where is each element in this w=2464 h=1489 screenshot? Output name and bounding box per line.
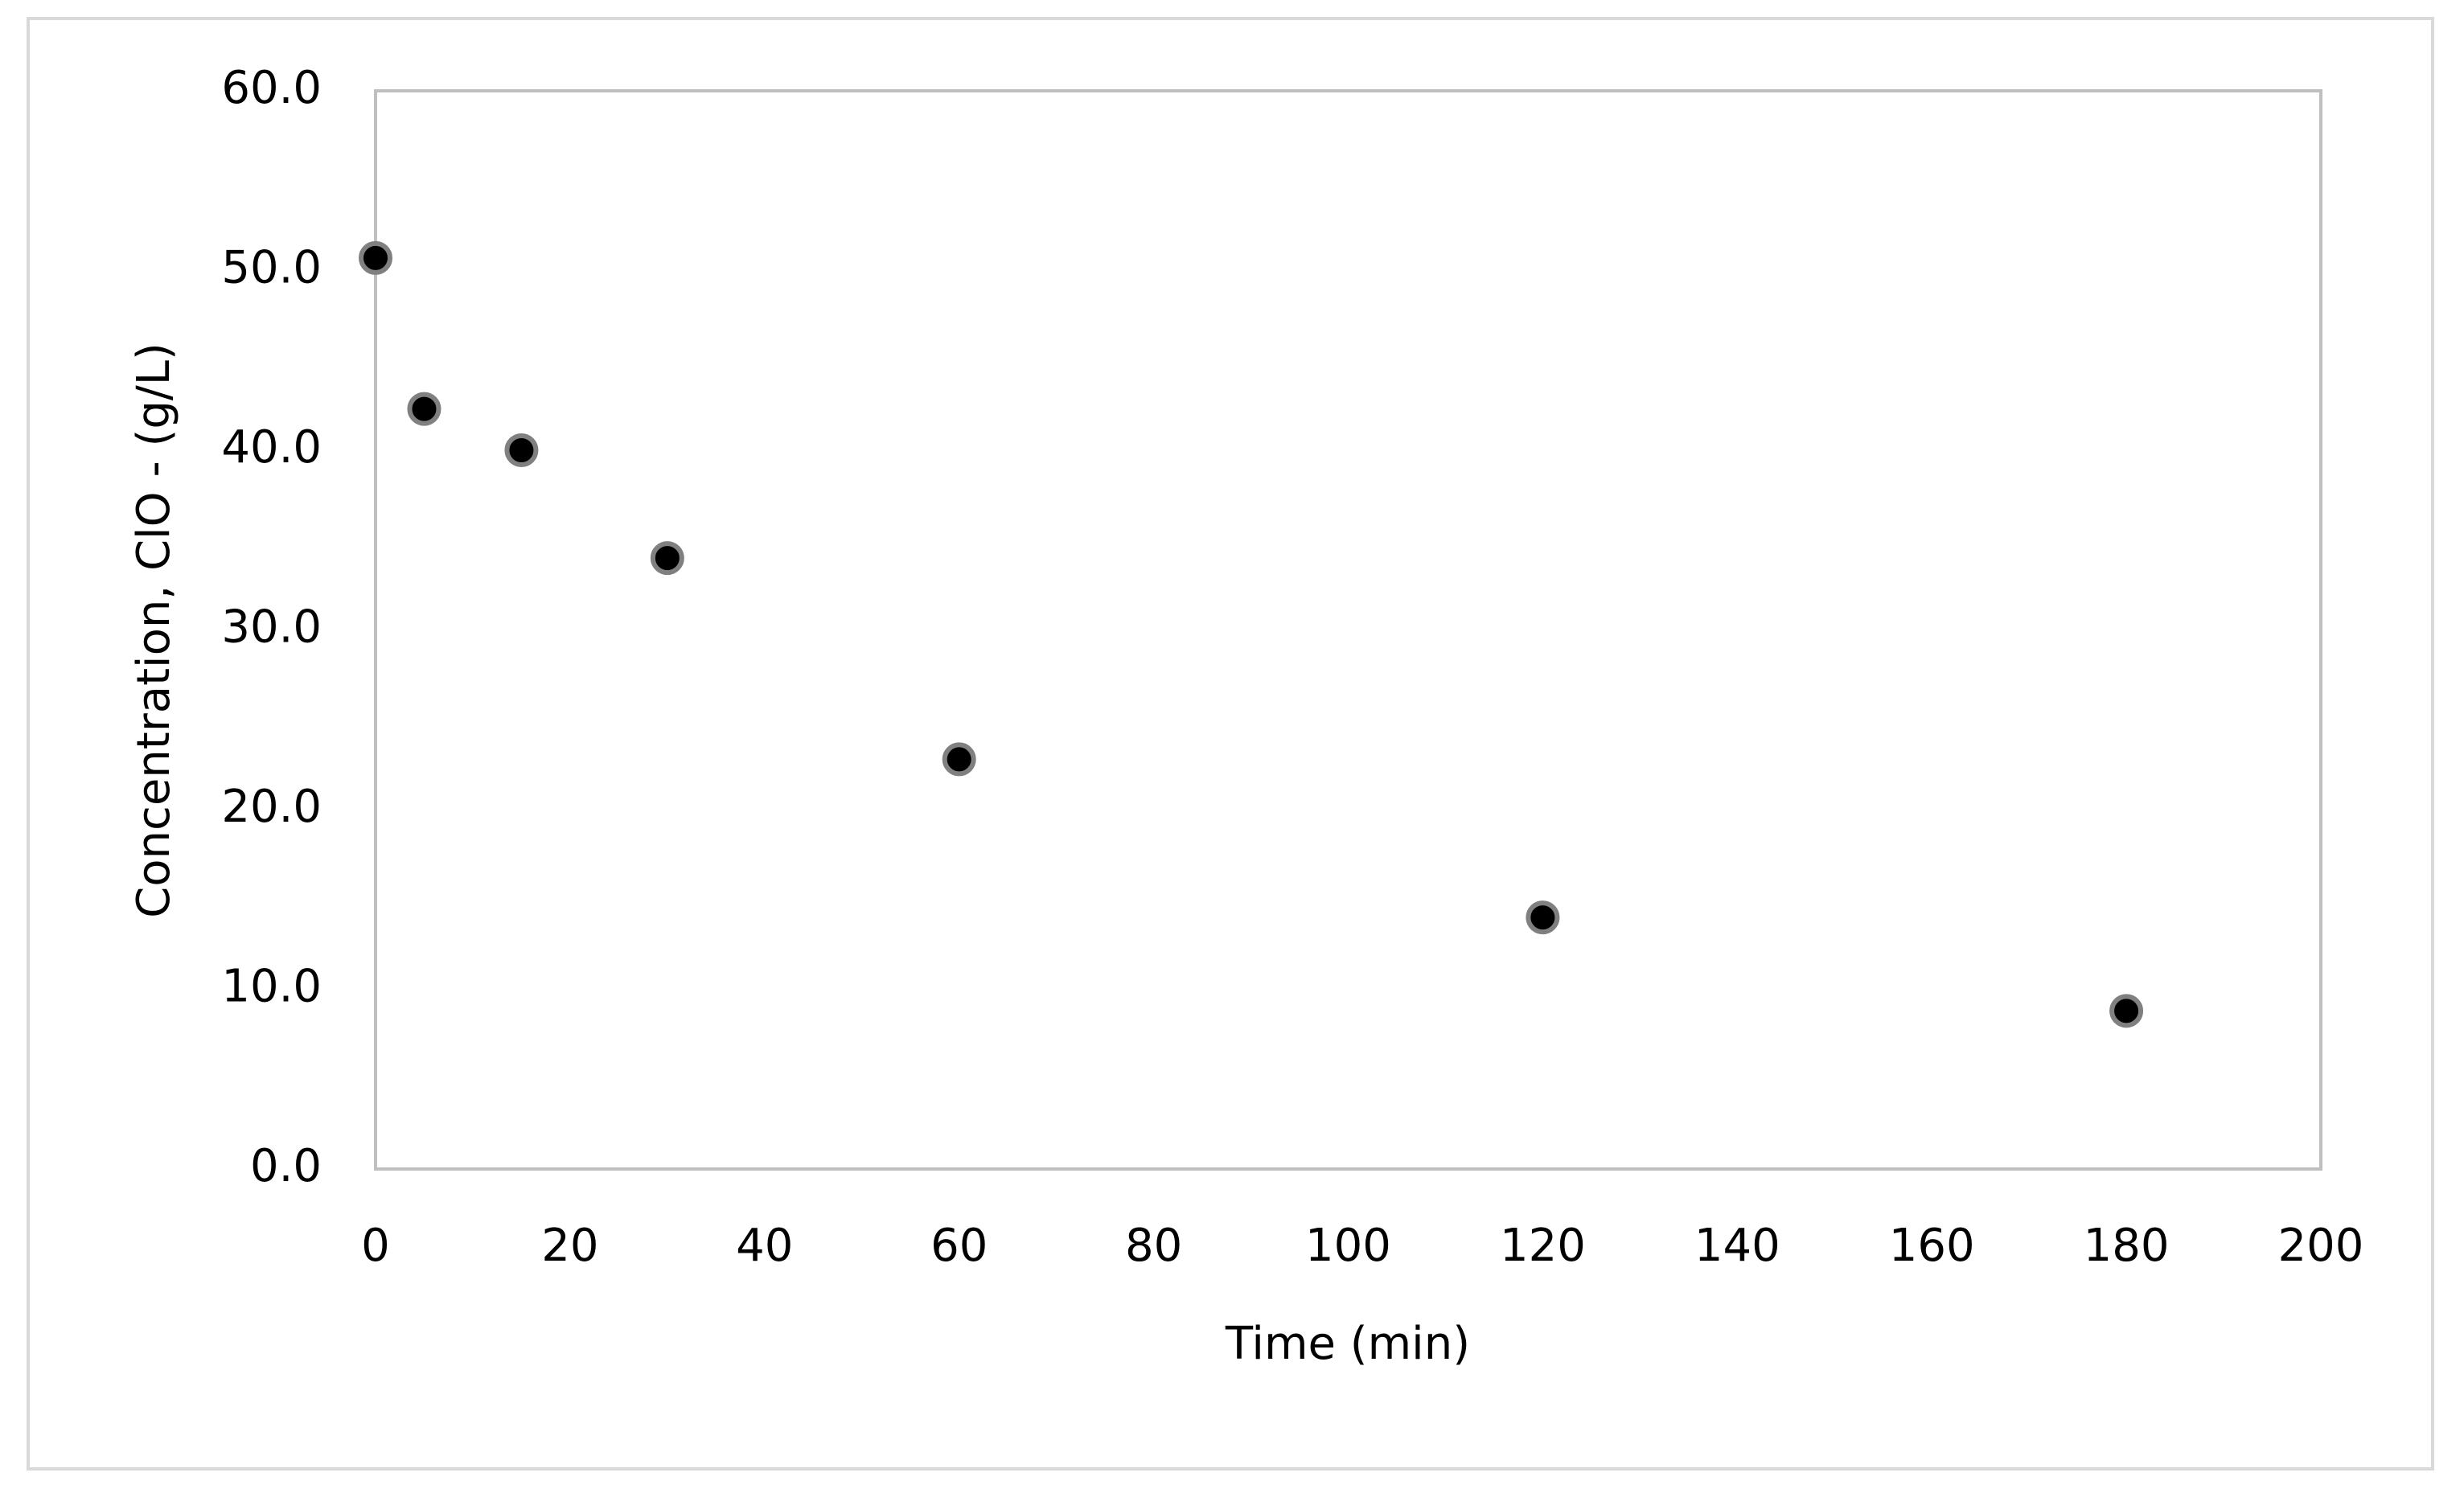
scatter-point — [504, 433, 539, 467]
scatter-point — [650, 541, 684, 576]
chart-border — [27, 17, 2434, 1471]
x-axis-title: Time (min) — [1225, 1318, 1470, 1370]
y-tick-label: 40.0 — [221, 421, 322, 474]
x-tick-label: 200 — [2278, 1220, 2364, 1272]
x-tick-label: 120 — [1500, 1220, 1586, 1272]
x-tick-label: 80 — [1125, 1220, 1182, 1272]
x-tick-label: 0 — [361, 1220, 390, 1272]
y-axis-title: Concentration, ClO - (g/L) — [128, 343, 180, 918]
y-tick-label: 60.0 — [221, 62, 322, 114]
scatter-point — [942, 742, 976, 777]
x-tick-label: 100 — [1305, 1220, 1391, 1272]
y-tick-label: 50.0 — [221, 242, 322, 294]
scatter-point — [1526, 900, 1560, 935]
y-tick-label: 10.0 — [221, 961, 322, 1013]
plot-border — [374, 89, 2322, 1171]
scatter-point — [359, 240, 392, 275]
y-tick-label: 20.0 — [221, 781, 322, 833]
x-tick-label: 140 — [1694, 1220, 1780, 1272]
scatter-point — [407, 392, 441, 426]
x-tick-label: 20 — [541, 1220, 598, 1272]
x-tick-label: 60 — [930, 1220, 988, 1272]
y-tick-label: 30.0 — [221, 601, 322, 654]
y-tick-label: 0.0 — [250, 1140, 322, 1192]
x-tick-label: 180 — [2084, 1220, 2170, 1272]
x-tick-label: 40 — [736, 1220, 793, 1272]
scatter-point — [2109, 994, 2144, 1028]
x-tick-label: 160 — [1889, 1220, 1975, 1272]
